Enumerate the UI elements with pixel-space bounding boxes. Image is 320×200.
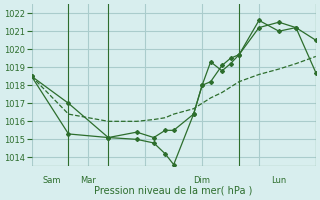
Text: Sam: Sam <box>42 176 61 185</box>
Text: Dim: Dim <box>194 176 211 185</box>
X-axis label: Pression niveau de la mer( hPa ): Pression niveau de la mer( hPa ) <box>94 186 253 196</box>
Text: Mar: Mar <box>80 176 96 185</box>
Text: Lun: Lun <box>271 176 286 185</box>
